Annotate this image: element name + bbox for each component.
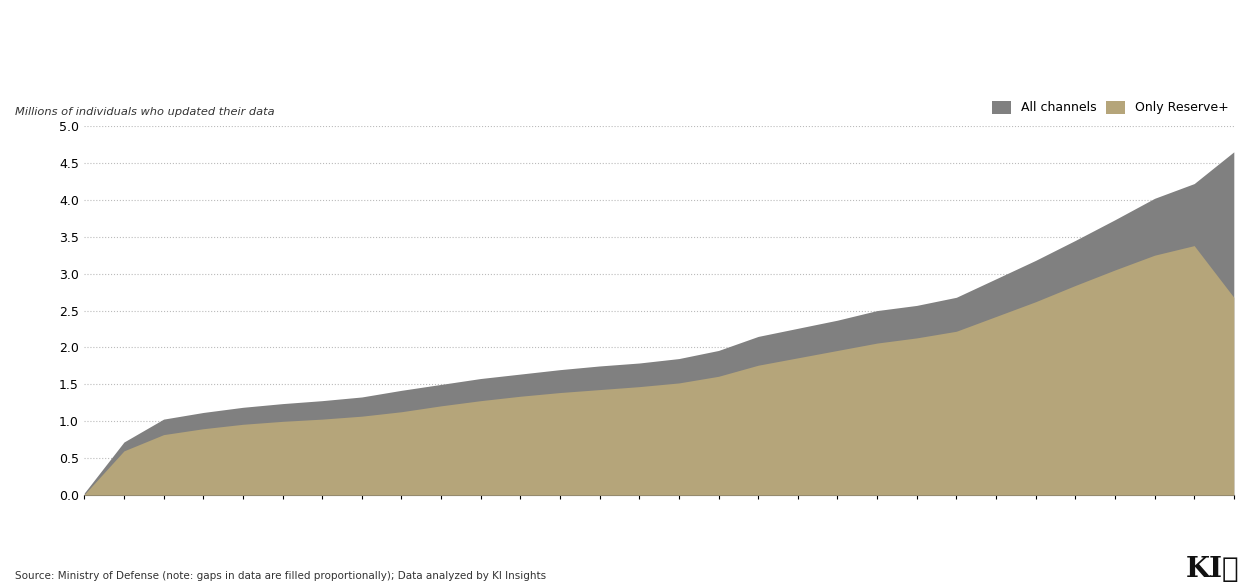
Text: Millions of individuals who updated their data: Millions of individuals who updated thei… xyxy=(15,107,274,117)
Text: KI: KI xyxy=(1185,556,1223,583)
Text: Source: Ministry of Defense (note: gaps in data are filled proportionally); Data: Source: Ministry of Defense (note: gaps … xyxy=(15,571,546,581)
Text: ❘: ❘ xyxy=(1221,556,1238,583)
Legend: All channels, Only Reserve+: All channels, Only Reserve+ xyxy=(992,101,1229,114)
Text: # of individuals renewing data in Reserve+, Territorial Recruitment Centres and : # of individuals renewing data in Reserv… xyxy=(15,33,1148,52)
